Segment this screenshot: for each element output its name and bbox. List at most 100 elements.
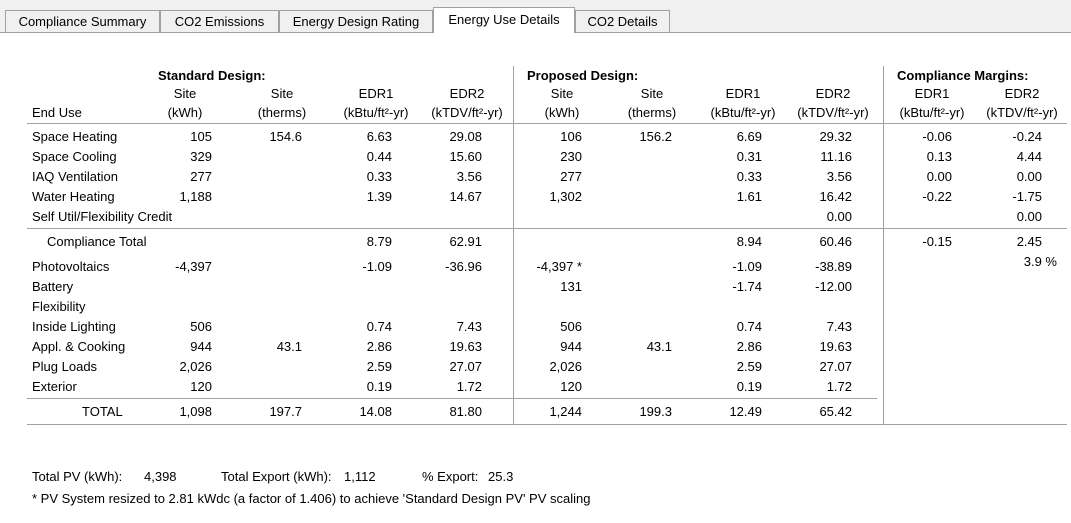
- proposed-design-header: Proposed Design:: [527, 68, 639, 83]
- std-edr1-grand-total: 14.08: [359, 404, 392, 419]
- table-row: Plug Loads 2,026 2.59 27.07 2,026 2.59 27.07: [0, 356, 1071, 376]
- cell-p-edr1: 2.59: [736, 359, 762, 374]
- tab-energy-use-details[interactable]: Energy Use Details: [433, 7, 575, 33]
- cell-s-kwh: 506: [190, 319, 212, 334]
- cell-s-therms: 43.1: [276, 339, 302, 354]
- total-export-label: Total Export (kWh):: [221, 469, 332, 484]
- cell-m-edr2: 0.00: [1016, 209, 1042, 224]
- cell-s-kwh: 277: [190, 169, 212, 184]
- cell-p-edr1: 0.31: [736, 149, 762, 164]
- cell-s-edr1: 2.59: [366, 359, 392, 374]
- cell-p-kwh: -4,397 *: [536, 259, 582, 274]
- cell-p-edr1: 0.19: [736, 379, 762, 394]
- compliance-total-divider: [27, 228, 1067, 229]
- tab-compliance-summary[interactable]: Compliance Summary: [5, 10, 160, 32]
- table-row: Appl. & Cooking 944 43.1 2.86 19.63 944 43.1 2.…: [0, 336, 1071, 356]
- std-edr1-total: 8.79: [366, 234, 392, 249]
- end-use-header: End Use: [32, 105, 82, 120]
- compliance-margins-header: Compliance Margins:: [897, 68, 1029, 83]
- cell-s-edr1: 6.63: [366, 129, 392, 144]
- margin-percent: 3.9 %: [1023, 254, 1057, 269]
- cell-s-kwh: 944: [190, 339, 212, 354]
- cell-p-edr1: 2.86: [736, 339, 762, 354]
- prop-edr2-unit: (kTDV/ft²-yr): [797, 105, 869, 120]
- cell-m-edr1: -0.22: [922, 189, 952, 204]
- table-row: Self Util/Flexibility Credit 0.00 0.00: [0, 206, 1071, 226]
- cell-p-kwh: 230: [560, 149, 582, 164]
- total-export-value: 1,112: [344, 469, 376, 484]
- cell-s-kwh: 329: [190, 149, 212, 164]
- cell-p-kwh: 2,026: [549, 359, 582, 374]
- prop-kwh-total: 1,244: [549, 404, 582, 419]
- cell-p-edr2: 11.16: [820, 149, 852, 164]
- prop-edr1-grand-total: 12.49: [729, 404, 762, 419]
- cell-p-edr2: 3.56: [826, 169, 852, 184]
- cell-p-edr1: 0.74: [736, 319, 762, 334]
- cell-p-therms: 43.1: [646, 339, 672, 354]
- end-use-label: Flexibility: [32, 299, 86, 314]
- prop-edr1-total: 8.94: [736, 234, 762, 249]
- cell-p-edr2: 7.43: [826, 319, 852, 334]
- standard-proposed-separator: [513, 66, 514, 424]
- std-edr1-header: EDR1: [358, 86, 394, 101]
- pct-export-label: % Export:: [422, 469, 479, 484]
- std-therms-total: 197.7: [269, 404, 302, 419]
- tab-co2-details[interactable]: CO2 Details: [575, 10, 670, 32]
- table-row: Flexibility: [0, 296, 1071, 316]
- cell-p-edr2: 29.32: [819, 129, 852, 144]
- end-use-label: Battery: [32, 279, 74, 294]
- cell-p-edr2: 27.07: [819, 359, 852, 374]
- end-use-label: Photovoltaics: [32, 259, 110, 274]
- margin-edr2-header: EDR2: [1004, 86, 1040, 101]
- cell-s-edr1: 0.74: [366, 319, 392, 334]
- cell-s-edr2: 7.43: [456, 319, 482, 334]
- table-row: Space Heating 105 154.6 6.63 29.08 106 156.2 6.…: [0, 126, 1071, 146]
- header-divider: [27, 123, 1067, 124]
- end-use-label: Water Heating: [32, 189, 115, 204]
- total-divider-top: [27, 398, 877, 399]
- total-label: TOTAL: [82, 404, 123, 419]
- tab-bar: Compliance Summary CO2 Emissions Energy …: [0, 0, 1071, 33]
- cell-p-therms: 156.2: [639, 129, 672, 144]
- prop-therms-unit: (therms): [627, 105, 677, 120]
- cell-s-edr1: 0.44: [366, 149, 392, 164]
- cell-p-kwh: 506: [560, 319, 582, 334]
- cell-s-edr2: 15.60: [449, 149, 482, 164]
- end-use-label: Space Heating: [32, 129, 118, 144]
- tab-energy-design-rating[interactable]: Energy Design Rating: [279, 10, 433, 32]
- std-kwh-total: 1,098: [179, 404, 212, 419]
- pct-export-value: 25.3: [488, 469, 514, 484]
- table-row: Photovoltaics -4,397 -1.09 -36.96 -4,397 * -1…: [0, 256, 1071, 276]
- cell-s-kwh: 1,188: [179, 189, 212, 204]
- cell-p-kwh: 1,302: [549, 189, 582, 204]
- total-row: TOTAL 1,098 197.7 14.08 81.80 1,244 199.…: [0, 401, 1071, 421]
- end-use-label: Self Util/Flexibility Credit: [32, 209, 173, 224]
- cell-s-edr2: 27.07: [449, 359, 482, 374]
- cell-p-edr2: 1.72: [826, 379, 852, 394]
- table-bottom-divider: [27, 424, 1067, 425]
- cell-p-edr1: 0.33: [736, 169, 762, 184]
- end-use-label: Inside Lighting: [32, 319, 116, 334]
- cell-m-edr1: -0.06: [922, 129, 952, 144]
- prop-edr2-total: 60.46: [819, 234, 852, 249]
- cell-m-edr2: 4.44: [1016, 149, 1042, 164]
- cell-p-kwh: 131: [560, 279, 582, 294]
- margin-edr1-unit: (kBtu/ft²-yr): [899, 105, 965, 120]
- cell-p-kwh: 106: [560, 129, 582, 144]
- cell-s-kwh: -4,397: [175, 259, 212, 274]
- prop-site-therms-header: Site: [640, 86, 664, 101]
- proposed-margins-separator: [883, 66, 884, 424]
- table-row: Exterior 120 0.19 1.72 120 0.19 1.72: [0, 376, 1071, 396]
- prop-therms-total: 199.3: [639, 404, 672, 419]
- table-row: IAQ Ventilation 277 0.33 3.56 277 0.33 3.56 0.0…: [0, 166, 1071, 186]
- cell-s-edr1: 0.19: [366, 379, 392, 394]
- cell-p-kwh: 944: [560, 339, 582, 354]
- cell-m-edr1: 0.00: [926, 169, 952, 184]
- table-row: Space Cooling 329 0.44 15.60 230 0.31 11.16 0.1…: [0, 146, 1071, 166]
- tab-co2-emissions[interactable]: CO2 Emissions: [160, 10, 279, 32]
- table-row: Water Heating 1,188 1.39 14.67 1,302 1.61 16.4…: [0, 186, 1071, 206]
- table-row: Inside Lighting 506 0.74 7.43 506 0.74 7.43: [0, 316, 1071, 336]
- table-row: Battery 131 -1.74 -12.00: [0, 276, 1071, 296]
- prop-kwh-unit: (kWh): [544, 105, 580, 120]
- cell-s-edr1: -1.09: [362, 259, 392, 274]
